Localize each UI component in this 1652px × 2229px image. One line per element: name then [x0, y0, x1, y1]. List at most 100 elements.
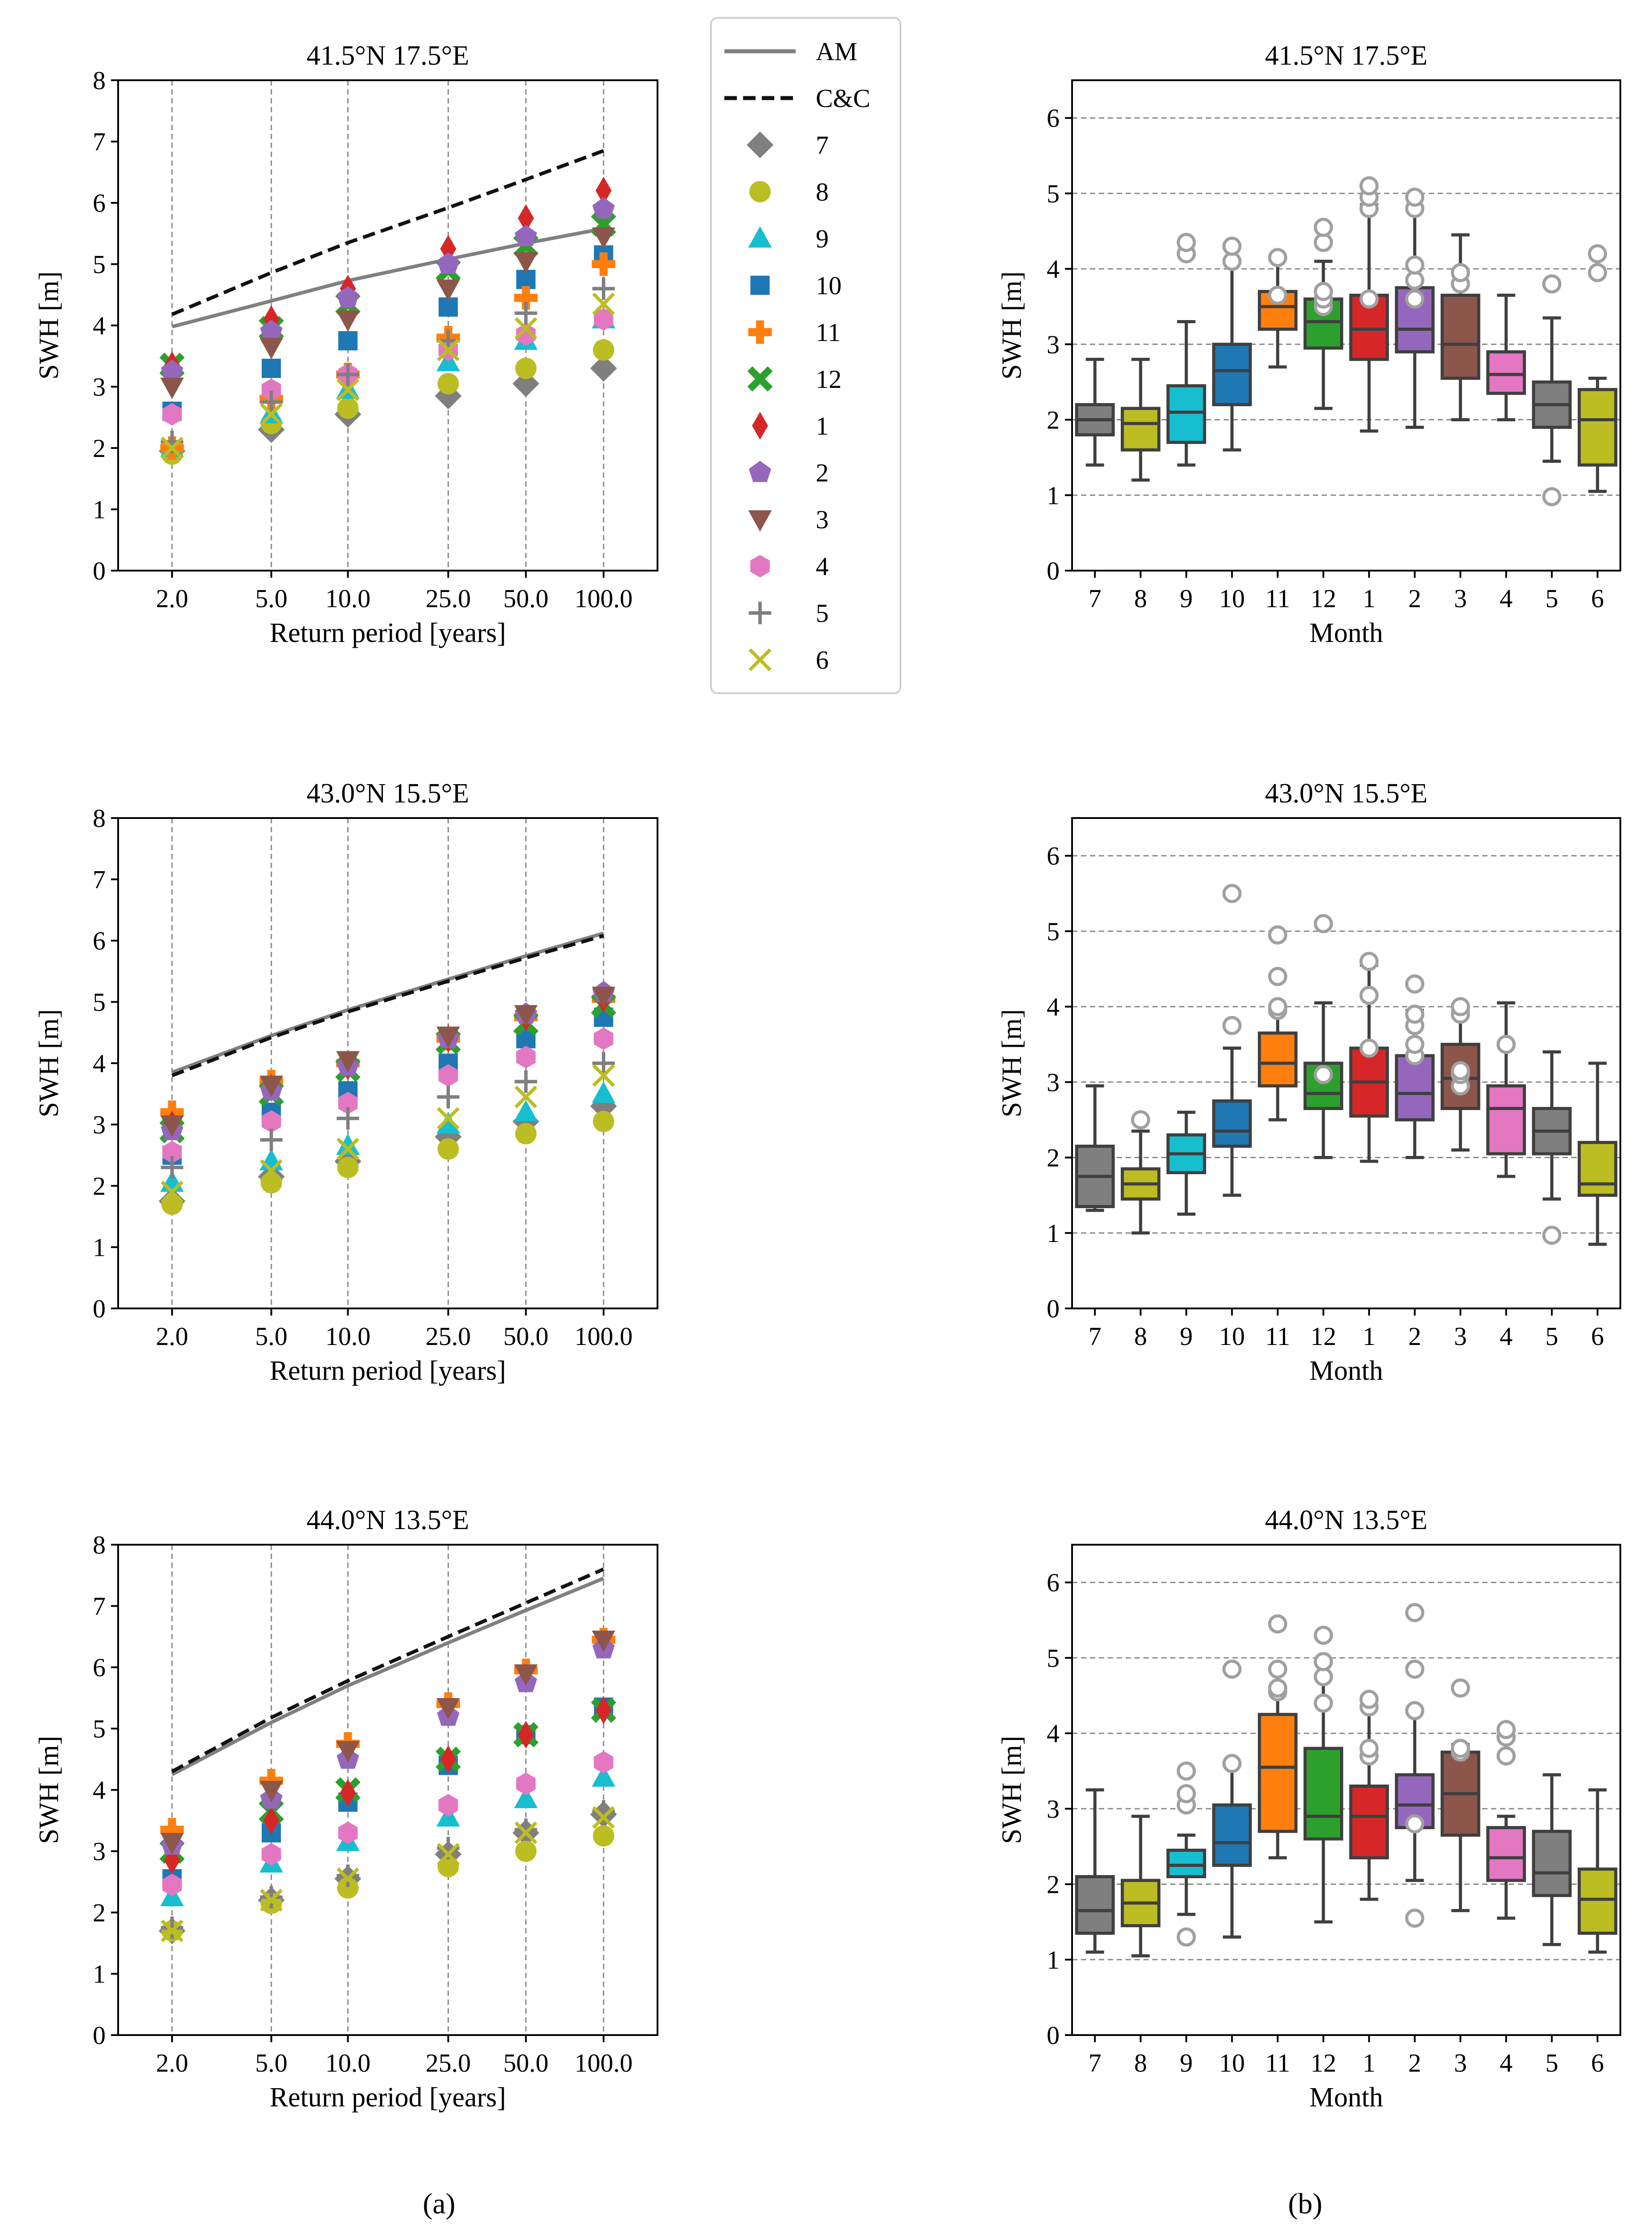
legend-month-8-marker [749, 181, 771, 202]
outlier-point [1314, 1065, 1333, 1084]
x-tick-label: 12 [1311, 584, 1336, 613]
box-body [1212, 1803, 1252, 1867]
month-9-marker [592, 1082, 616, 1103]
return-period-chart-0: 41.5°N 17.5°E 0 1 2 3 4 5 6 7 8 2.0 5.0 10.0 25.0 50.0… [34, 41, 658, 648]
month-3-marker [259, 1781, 284, 1802]
outlier-point [1542, 487, 1562, 506]
box-month-1 [1349, 1690, 1389, 1901]
month-3-marker [514, 252, 538, 274]
plot-frame [117, 1544, 658, 2036]
outlier-point [1359, 1739, 1379, 1758]
month-3-marker [514, 1664, 538, 1686]
x-tick-label: 9 [1180, 1322, 1193, 1351]
outlier-point [1268, 1614, 1287, 1634]
legend-month-5-marker [748, 601, 772, 625]
plot-frame [1071, 817, 1621, 1309]
outlier-point [1359, 952, 1379, 971]
month-9-marker [259, 1149, 284, 1171]
return-level-line-am [171, 931, 604, 1074]
x-tick-label: 2 [1408, 584, 1421, 613]
month-6-marker [160, 1919, 184, 1942]
y-tick-label: 2 [1047, 1870, 1060, 1899]
caption-b: (b) [1288, 2188, 1323, 2220]
y-tick-label: 0 [93, 1294, 106, 1323]
outlier-point [1268, 248, 1287, 267]
outlier-point [1176, 1761, 1196, 1781]
outlier-point [1359, 289, 1379, 309]
y-tick-label: 1 [1047, 1219, 1060, 1248]
box-body [1395, 1054, 1435, 1122]
outlier-point [1314, 1693, 1333, 1713]
y-tick-label: 2 [93, 1172, 106, 1201]
month-6-marker [514, 317, 538, 340]
month-8-marker [593, 1825, 614, 1847]
y-tick-label: 3 [1047, 330, 1060, 359]
month-8-marker [593, 339, 614, 361]
x-tick-label: 100.0 [575, 584, 633, 613]
month-6-marker [592, 1064, 615, 1087]
outlier-point [1176, 1927, 1196, 1947]
return-period-chart-4: 44.0°N 13.5°E 0 1 2 3 4 5 6 7 8 2.0 5.0 10.0 25.0 50.0… [34, 1505, 658, 2113]
outlier-point [1176, 1784, 1196, 1803]
y-axis-label: SWH [m] [34, 1736, 64, 1844]
month-6-marker [336, 378, 359, 401]
y-tick-label: 8 [93, 1530, 106, 1559]
outlier-point [1314, 218, 1333, 237]
y-tick-label: 0 [1047, 1294, 1060, 1323]
box-month-5 [1532, 1773, 1572, 1946]
month-9-marker [336, 1134, 360, 1156]
y-tick-label: 4 [93, 311, 106, 340]
outlier-point [1314, 1652, 1333, 1671]
x-tick-label: 11 [1265, 2048, 1290, 2077]
month-4-marker [594, 308, 613, 331]
box-month-1 [1349, 176, 1389, 433]
x-axis-label: Month [1309, 2082, 1383, 2113]
y-tick-label: 4 [1047, 1719, 1060, 1748]
month-4-marker [261, 1110, 281, 1133]
legend-month-11-marker [748, 320, 772, 344]
y-tick-label: 2 [1047, 1143, 1060, 1172]
y-axis-label: SWH [m] [34, 1009, 64, 1118]
x-tick-label: 8 [1134, 584, 1147, 613]
legend-month-3-marker [748, 510, 772, 532]
x-tick-label: 50.0 [503, 584, 549, 613]
return-level-line-am [171, 1576, 604, 1777]
y-tick-label: 6 [1047, 104, 1060, 133]
y-tick-label: 5 [93, 250, 106, 279]
y-tick-label: 7 [93, 865, 106, 894]
y-tick-label: 2 [93, 434, 106, 463]
month-8-marker [437, 373, 459, 395]
outlier-point [1314, 1625, 1333, 1645]
month-9-marker [514, 1100, 538, 1122]
chart-title: 43.0°N 15.5°E [307, 778, 469, 809]
month-6-marker [160, 436, 184, 460]
return-level-line-cc [171, 149, 604, 316]
x-tick-label: 2 [1408, 1322, 1421, 1351]
y-tick-label: 2 [93, 1898, 106, 1927]
legend-label: 6 [816, 646, 829, 674]
box-month-12 [1303, 218, 1344, 410]
month-9-marker [592, 1765, 616, 1787]
x-tick-label: 4 [1500, 1322, 1512, 1351]
month-8-marker [515, 1123, 537, 1145]
month-5-marker [337, 1864, 359, 1887]
x-tick-label: 9 [1180, 584, 1193, 613]
x-tick-label: 25.0 [426, 1322, 471, 1351]
outlier-point [1451, 1739, 1470, 1758]
legend-month-9-marker [748, 226, 772, 248]
outlier-point [1496, 1720, 1516, 1740]
outlier-point [1405, 187, 1425, 207]
month-4-marker [261, 378, 281, 401]
month-11-marker [592, 252, 616, 276]
y-axis-label: SWH [m] [997, 271, 1027, 380]
chart-title: 41.5°N 17.5°E [307, 41, 469, 71]
month-3-marker [436, 1698, 460, 1719]
return-level-line-am [171, 226, 604, 329]
legend-label: 1 [816, 411, 829, 440]
y-axis-label: SWH [m] [997, 1736, 1027, 1844]
box-month-11 [1257, 925, 1298, 1122]
x-tick-label: 10.0 [325, 584, 371, 613]
y-tick-label: 1 [93, 1960, 106, 1989]
plot-frame [1071, 79, 1621, 572]
